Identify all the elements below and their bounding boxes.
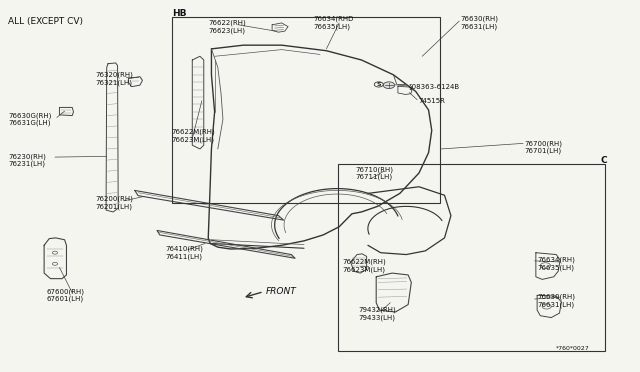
- Text: 76622M(RH)
76623M(LH): 76622M(RH) 76623M(LH): [342, 259, 386, 273]
- Bar: [338, 164, 605, 351]
- Text: 76630(RH)
76631(LH): 76630(RH) 76631(LH): [461, 16, 499, 30]
- Text: 76622M(RH)
76623M(LH): 76622M(RH) 76623M(LH): [172, 129, 216, 143]
- Text: 76630(RH)
76631(LH): 76630(RH) 76631(LH): [537, 294, 575, 308]
- Text: 76700(RH)
76701(LH): 76700(RH) 76701(LH): [524, 140, 563, 154]
- Text: 76710(RH)
76711(LH): 76710(RH) 76711(LH): [355, 166, 393, 180]
- Text: S: S: [376, 82, 381, 87]
- Text: §08363-6124B: §08363-6124B: [408, 83, 460, 89]
- Text: 76634(RHD
76635(LH): 76634(RHD 76635(LH): [314, 16, 354, 30]
- Text: 76320(RH)
76321(LH): 76320(RH) 76321(LH): [95, 71, 133, 86]
- Circle shape: [374, 82, 383, 87]
- Text: 76630G(RH)
76631G(LH): 76630G(RH) 76631G(LH): [8, 112, 52, 126]
- Bar: [172, 17, 440, 203]
- Text: 79432(RH)
79433(LH): 79432(RH) 79433(LH): [358, 307, 396, 321]
- Text: 67600(RH)
67601(LH): 67600(RH) 67601(LH): [47, 288, 84, 302]
- Text: 76230(RH)
76231(LH): 76230(RH) 76231(LH): [8, 153, 46, 167]
- Text: 76622(RH)
76623(LH): 76622(RH) 76623(LH): [208, 20, 246, 33]
- Text: C: C: [601, 155, 607, 164]
- Text: HB: HB: [172, 9, 186, 18]
- Text: 76634(RH)
76635(LH): 76634(RH) 76635(LH): [537, 257, 575, 271]
- Text: ALL (EXCEPT CV): ALL (EXCEPT CV): [8, 17, 83, 26]
- Text: 76410(RH)
76411(LH): 76410(RH) 76411(LH): [166, 246, 204, 260]
- Text: 76200(RH)
76201(LH): 76200(RH) 76201(LH): [95, 196, 133, 210]
- Circle shape: [383, 82, 395, 89]
- Text: 74515R: 74515R: [419, 98, 445, 104]
- Text: *760*0027: *760*0027: [556, 346, 590, 351]
- Text: FRONT: FRONT: [266, 287, 296, 296]
